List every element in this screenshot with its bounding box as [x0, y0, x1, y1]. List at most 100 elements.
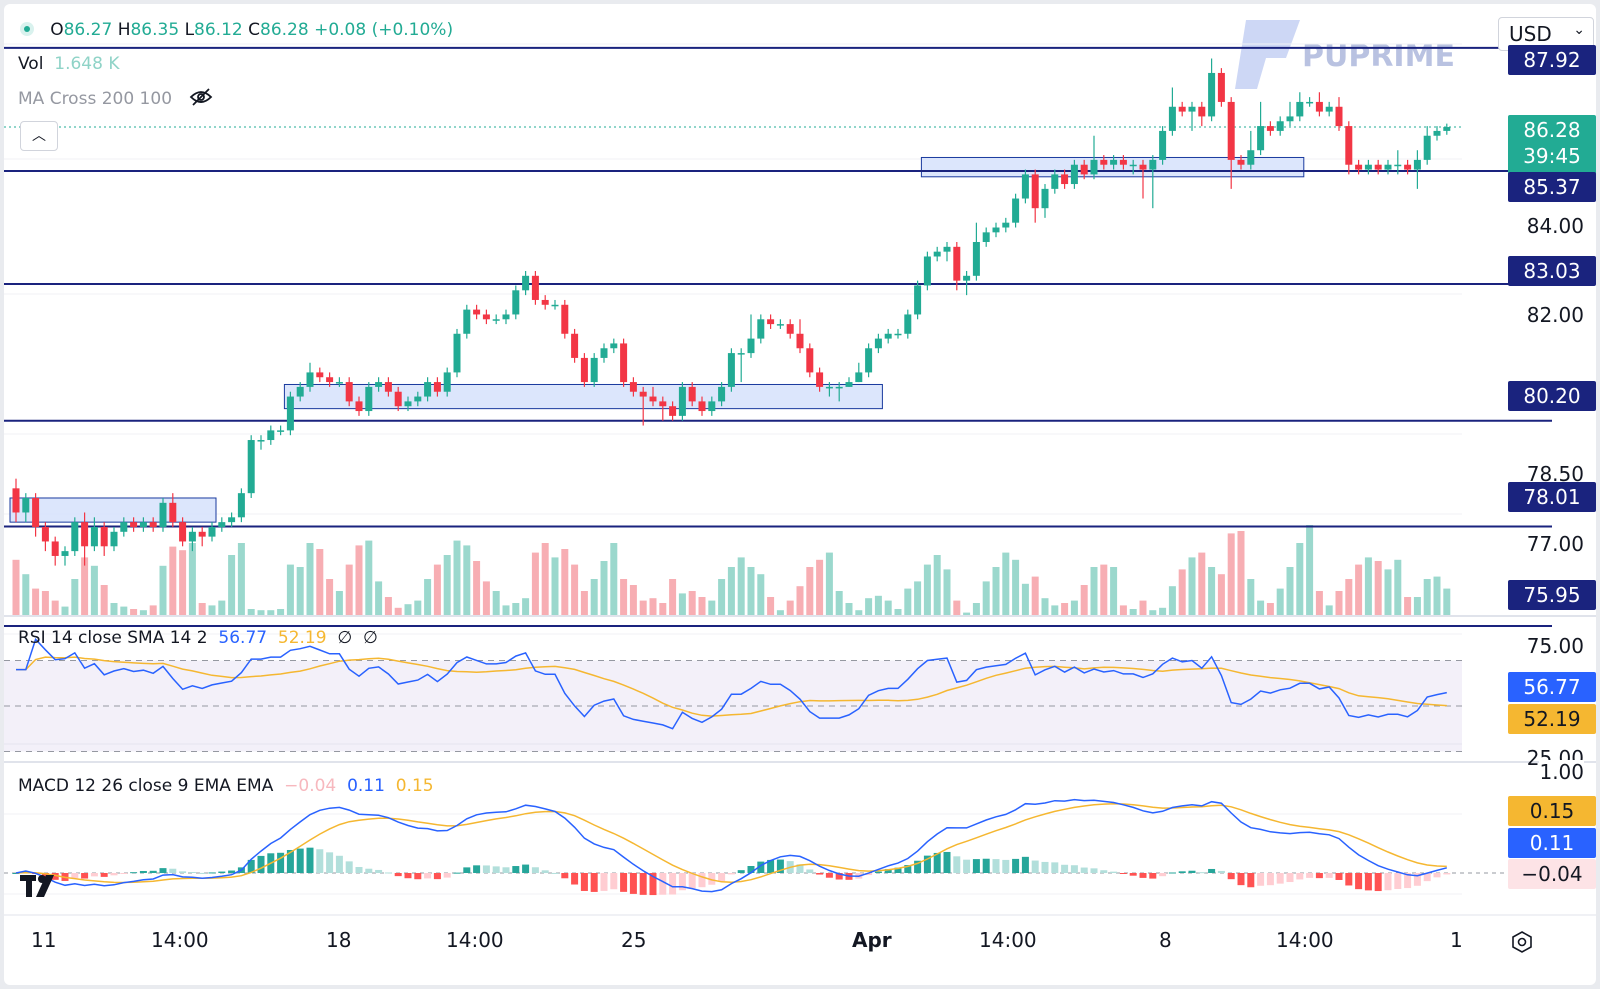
macd-histogram-bar — [247, 859, 255, 873]
candle-body — [1335, 106, 1343, 127]
volume-bar — [1237, 531, 1245, 615]
macd-histogram-bar — [326, 852, 334, 873]
candle-body — [1012, 198, 1020, 223]
volume-bar — [855, 610, 863, 615]
macd-line — [15, 798, 1447, 893]
candle-body — [130, 522, 138, 527]
macd-histogram-bar — [188, 872, 196, 874]
volume-bar — [355, 545, 363, 615]
price-axis-label: 84.00 — [1526, 214, 1584, 238]
candle-body — [669, 406, 677, 416]
macd-legend[interactable]: MACD 12 26 close 9 EMA EMA −0.04 0.11 0.… — [18, 776, 434, 796]
ma-cross-legend[interactable]: MA Cross 200 100 — [18, 87, 213, 112]
volume-bar — [1266, 603, 1274, 615]
macd-histogram-bar — [1168, 872, 1176, 874]
macd-histogram-bar — [933, 852, 941, 873]
volume-bar — [286, 564, 294, 615]
candle-body — [404, 401, 412, 407]
candle-body — [1286, 116, 1294, 122]
volume-bar — [228, 555, 236, 615]
volume-bar — [482, 581, 490, 615]
settings-icon[interactable] — [1510, 930, 1534, 958]
candle-body — [1110, 159, 1118, 165]
volume-bar — [669, 579, 677, 615]
time-axis-label: 14:00 — [446, 928, 504, 952]
volume-bar — [1257, 600, 1265, 615]
macd-histogram-bar — [580, 873, 588, 891]
candle-body — [1149, 159, 1157, 170]
volume-bar — [345, 564, 353, 615]
macd-histogram-bar — [796, 864, 804, 873]
candle-body — [943, 246, 951, 252]
candle-body — [1061, 174, 1069, 185]
macd-histogram-bar — [1364, 873, 1372, 891]
candle-body — [1306, 101, 1314, 104]
macd-histogram-bar — [767, 859, 775, 873]
macd-histogram-bar — [992, 859, 1000, 873]
eye-hidden-icon[interactable] — [189, 87, 213, 112]
volume-bar — [453, 540, 461, 615]
macd-histogram-bar — [512, 866, 520, 873]
macd-histogram-bar — [1384, 873, 1392, 891]
macd-histogram-bar — [1394, 873, 1402, 889]
candle-body — [208, 526, 216, 537]
volume-bar — [1247, 579, 1255, 615]
volume-bar — [316, 549, 324, 615]
candle-body — [316, 372, 324, 378]
time-axis-label: 8 — [1159, 928, 1172, 952]
volume-bar — [12, 559, 20, 615]
macd-histogram-bar — [218, 871, 226, 873]
signal-tag: 0.15 — [1508, 796, 1596, 826]
volume-bar — [953, 600, 961, 615]
candle-body — [22, 497, 30, 513]
candle-body — [845, 382, 853, 387]
rsi-ma-tag: 52.19 — [1508, 704, 1596, 734]
collapse-legend-button[interactable]: ︿ — [20, 121, 58, 151]
macd-histogram-bar — [551, 872, 559, 874]
candle-body — [139, 522, 147, 527]
candle-body — [1090, 159, 1098, 175]
candle-body — [179, 522, 187, 542]
volume-bar — [257, 610, 265, 615]
volume-bar — [551, 557, 559, 615]
price-axis-label: 75.00 — [1526, 634, 1584, 658]
macd-histogram-bar — [316, 849, 324, 873]
volume-bar — [1070, 600, 1078, 615]
candle-body — [32, 497, 40, 527]
volume-bar — [914, 581, 922, 615]
candle-body — [1443, 127, 1451, 131]
volume-bar — [169, 546, 177, 615]
macd-histogram-bar — [737, 870, 745, 873]
volume-bar — [786, 600, 794, 615]
volume-legend[interactable]: Vol 1.648 K — [18, 54, 120, 74]
volume-bar — [992, 567, 1000, 615]
macd-histogram-bar — [482, 865, 490, 873]
volume-bar — [982, 581, 990, 615]
candle-body — [61, 551, 69, 556]
chart-canvas[interactable]: PUPRIME — [4, 4, 1596, 985]
volume-bar — [198, 603, 206, 615]
candle-body — [1247, 150, 1255, 165]
candle-body — [963, 275, 971, 281]
volume-bar — [522, 598, 530, 615]
volume-bar — [51, 600, 59, 615]
volume-bar — [1129, 609, 1137, 615]
macd-histogram-bar — [1276, 873, 1284, 884]
candle-body — [776, 324, 784, 326]
volume-bar — [179, 550, 187, 615]
candle-body — [169, 502, 177, 523]
candle-body — [825, 386, 833, 389]
volume-bar — [1355, 564, 1363, 615]
rsi-legend[interactable]: RSI 14 close SMA 14 2 56.77 52.19 ∅ ∅ — [18, 628, 378, 648]
volume-bar — [923, 564, 931, 615]
macd-histogram-bar — [904, 865, 912, 873]
macd-histogram-bar — [776, 859, 784, 873]
candle-body — [1021, 174, 1029, 199]
candle-body — [816, 372, 824, 387]
volume-bar — [1198, 552, 1206, 615]
macd-histogram-bar — [531, 867, 539, 873]
candle-body — [463, 309, 471, 334]
time-axis-label: 11 — [31, 928, 57, 952]
macd-histogram-bar — [1217, 870, 1225, 873]
macd-histogram-bar — [825, 873, 833, 878]
